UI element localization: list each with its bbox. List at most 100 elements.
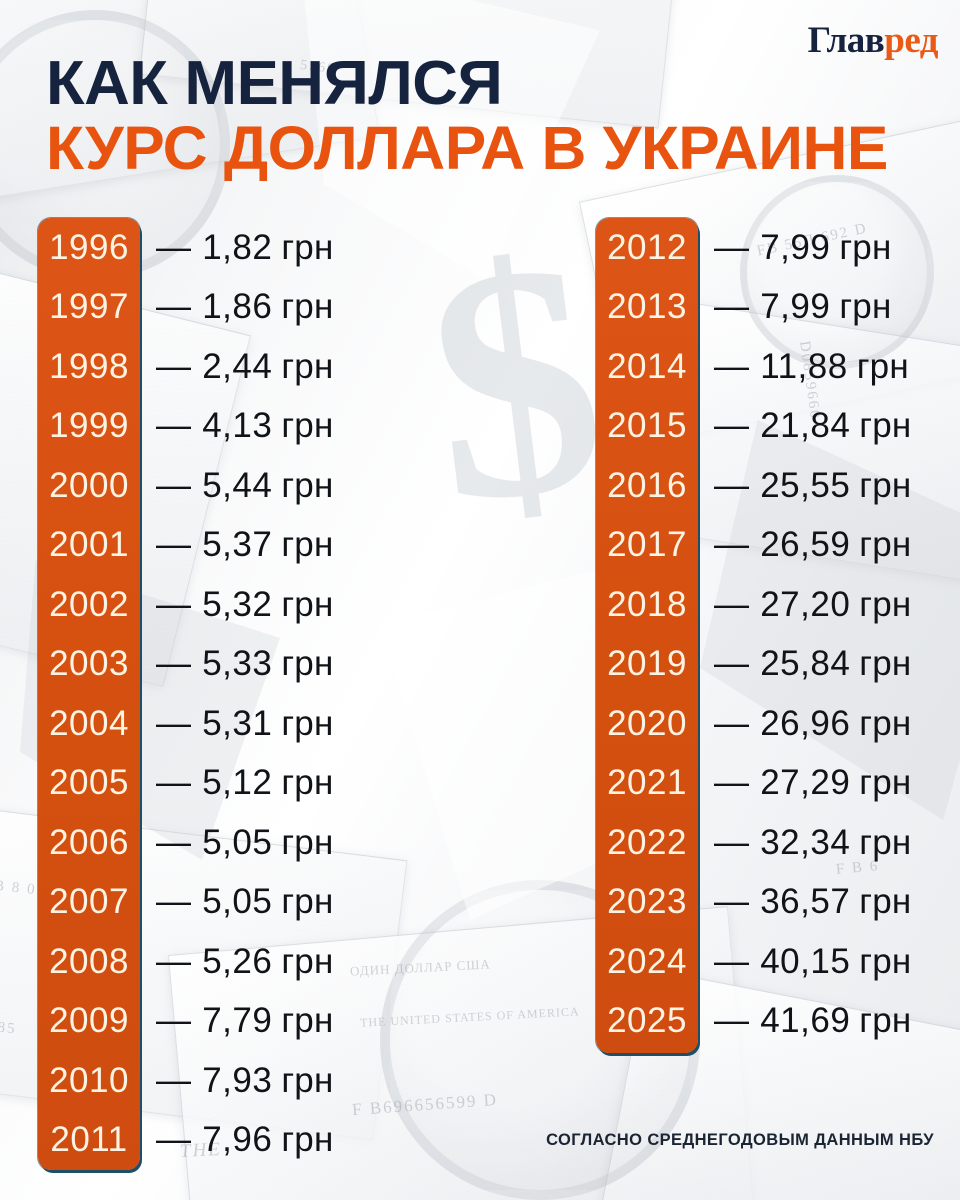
year-label: 2022 xyxy=(607,822,687,862)
rate-value: —27,29 грн xyxy=(698,763,911,803)
rate-value: —7,99 грн xyxy=(698,228,892,268)
rate-value: —7,96 грн xyxy=(140,1120,334,1160)
rate-rows-right: 2012—7,99 грн 2013—7,99 грн 2014—11,88 грн 201… xyxy=(596,218,911,1051)
rate-value: —5,05 грн xyxy=(140,882,334,922)
dash-separator: — xyxy=(156,525,192,565)
rate-number: 41,69 xyxy=(760,1001,851,1041)
rate-number: 25,84 xyxy=(760,644,851,684)
rate-value: —40,15 грн xyxy=(698,942,911,982)
rate-number: 4,13 xyxy=(202,406,273,446)
rate-number: 27,20 xyxy=(760,584,851,624)
currency-unit: грн xyxy=(859,406,912,446)
rate-value: —41,69 грн xyxy=(698,1001,911,1041)
year-label: 2011 xyxy=(50,1120,128,1160)
dash-separator: — xyxy=(156,227,192,267)
currency-unit: грн xyxy=(281,525,334,565)
dash-separator: — xyxy=(156,703,192,743)
year-label: 2014 xyxy=(607,346,687,386)
dash-separator: — xyxy=(156,822,192,862)
currency-unit: грн xyxy=(859,763,912,803)
rate-number: 7,93 xyxy=(202,1060,273,1100)
rate-row: 1996 —1,82 грн xyxy=(38,218,334,278)
currency-unit: грн xyxy=(281,1120,334,1160)
rate-number: 7,96 xyxy=(202,1120,273,1160)
rate-value: —5,12 грн xyxy=(140,763,334,803)
currency-unit: грн xyxy=(859,703,912,743)
rate-number: 26,96 xyxy=(760,703,851,743)
rate-value: —25,55 грн xyxy=(698,466,911,506)
currency-unit: грн xyxy=(859,584,912,624)
currency-unit: грн xyxy=(281,465,334,505)
rate-row: 2007 —5,05 грн xyxy=(38,873,334,933)
year-label: 2005 xyxy=(49,763,129,803)
rate-row: 2020 —26,96 грн xyxy=(596,694,911,754)
rate-value: —7,99 грн xyxy=(698,287,892,327)
rate-number: 7,99 xyxy=(760,227,831,267)
rate-row: 2019 —25,84 грн xyxy=(596,635,911,695)
rate-value: —32,34 грн xyxy=(698,823,911,863)
rate-row: 1997 —1,86 грн xyxy=(38,278,334,338)
rate-value: —5,33 грн xyxy=(140,644,334,684)
dash-separator: — xyxy=(156,1060,192,1100)
currency-unit: грн xyxy=(281,644,334,684)
currency-unit: грн xyxy=(859,1001,912,1041)
currency-unit: грн xyxy=(281,406,334,446)
dash-separator: — xyxy=(156,287,192,327)
year-label: 2024 xyxy=(607,941,687,981)
dash-separator: — xyxy=(714,346,750,386)
rate-row: 2011 —7,96 грн xyxy=(38,1111,334,1171)
dash-separator: — xyxy=(156,465,192,505)
rate-row: 2017 —26,59 грн xyxy=(596,516,911,576)
rate-row: 2003 —5,33 грн xyxy=(38,635,334,695)
currency-unit: грн xyxy=(281,346,334,386)
microtext-line: THE UNITED STATES OF AMERICA xyxy=(359,1004,580,1030)
rate-value: —36,57 грн xyxy=(698,882,911,922)
rate-number: 5,33 xyxy=(202,644,273,684)
rate-row: 2006 —5,05 грн xyxy=(38,813,334,873)
rate-number: 21,84 xyxy=(760,406,851,446)
year-label: 2023 xyxy=(607,882,687,922)
rate-number: 5,32 xyxy=(202,584,273,624)
currency-unit: грн xyxy=(281,941,334,981)
rate-number: 5,05 xyxy=(202,882,273,922)
currency-unit: грн xyxy=(281,287,334,327)
page-title: КАК МЕНЯЛСЯ КУРС ДОЛЛАРА В УКРАИНЕ xyxy=(46,52,936,181)
rate-row: 2008 —5,26 грн xyxy=(38,932,334,992)
rate-rows-left: 1996—1,82 грн 1997—1,86 грн 1998—2,44 грн 1999… xyxy=(38,218,334,1170)
currency-unit: грн xyxy=(839,287,892,327)
rate-row: 2000 —5,44 грн xyxy=(38,456,334,516)
dash-separator: — xyxy=(714,227,750,267)
dash-separator: — xyxy=(156,882,192,922)
rate-value: —5,44 грн xyxy=(140,466,334,506)
dash-separator: — xyxy=(714,644,750,684)
rate-row: 2013 —7,99 грн xyxy=(596,278,911,338)
dash-separator: — xyxy=(714,703,750,743)
year-label: 2008 xyxy=(49,941,129,981)
year-label: 2016 xyxy=(607,465,687,505)
year-label: 2021 xyxy=(607,763,687,803)
rate-number: 5,12 xyxy=(202,763,273,803)
year-label: 2002 xyxy=(49,584,129,624)
rate-number: 40,15 xyxy=(760,941,851,981)
currency-unit: грн xyxy=(281,1001,334,1041)
currency-unit: грн xyxy=(859,465,912,505)
year-label: 2019 xyxy=(607,644,687,684)
source-footnote: СОГЛАСНО СРЕДНЕГОДОВЫМ ДАННЫМ НБУ xyxy=(546,1131,934,1149)
year-label: 2009 xyxy=(49,1001,129,1041)
dash-separator: — xyxy=(156,644,192,684)
rate-number: 7,99 xyxy=(760,287,831,327)
dash-separator: — xyxy=(714,822,750,862)
rate-value: —5,26 грн xyxy=(140,942,334,982)
rate-number: 27,29 xyxy=(760,763,851,803)
year-label: 2025 xyxy=(607,1001,687,1041)
rate-number: 5,26 xyxy=(202,941,273,981)
rate-number: 5,37 xyxy=(202,525,273,565)
year-label: 2012 xyxy=(607,227,687,267)
rate-value: —5,05 грн xyxy=(140,823,334,863)
rate-value: —7,79 грн xyxy=(140,1001,334,1041)
rate-number: 26,59 xyxy=(760,525,851,565)
rate-number: 11,88 xyxy=(760,346,848,386)
year-label: 2010 xyxy=(49,1060,129,1100)
dash-separator: — xyxy=(714,584,750,624)
rate-value: —26,96 грн xyxy=(698,704,911,744)
